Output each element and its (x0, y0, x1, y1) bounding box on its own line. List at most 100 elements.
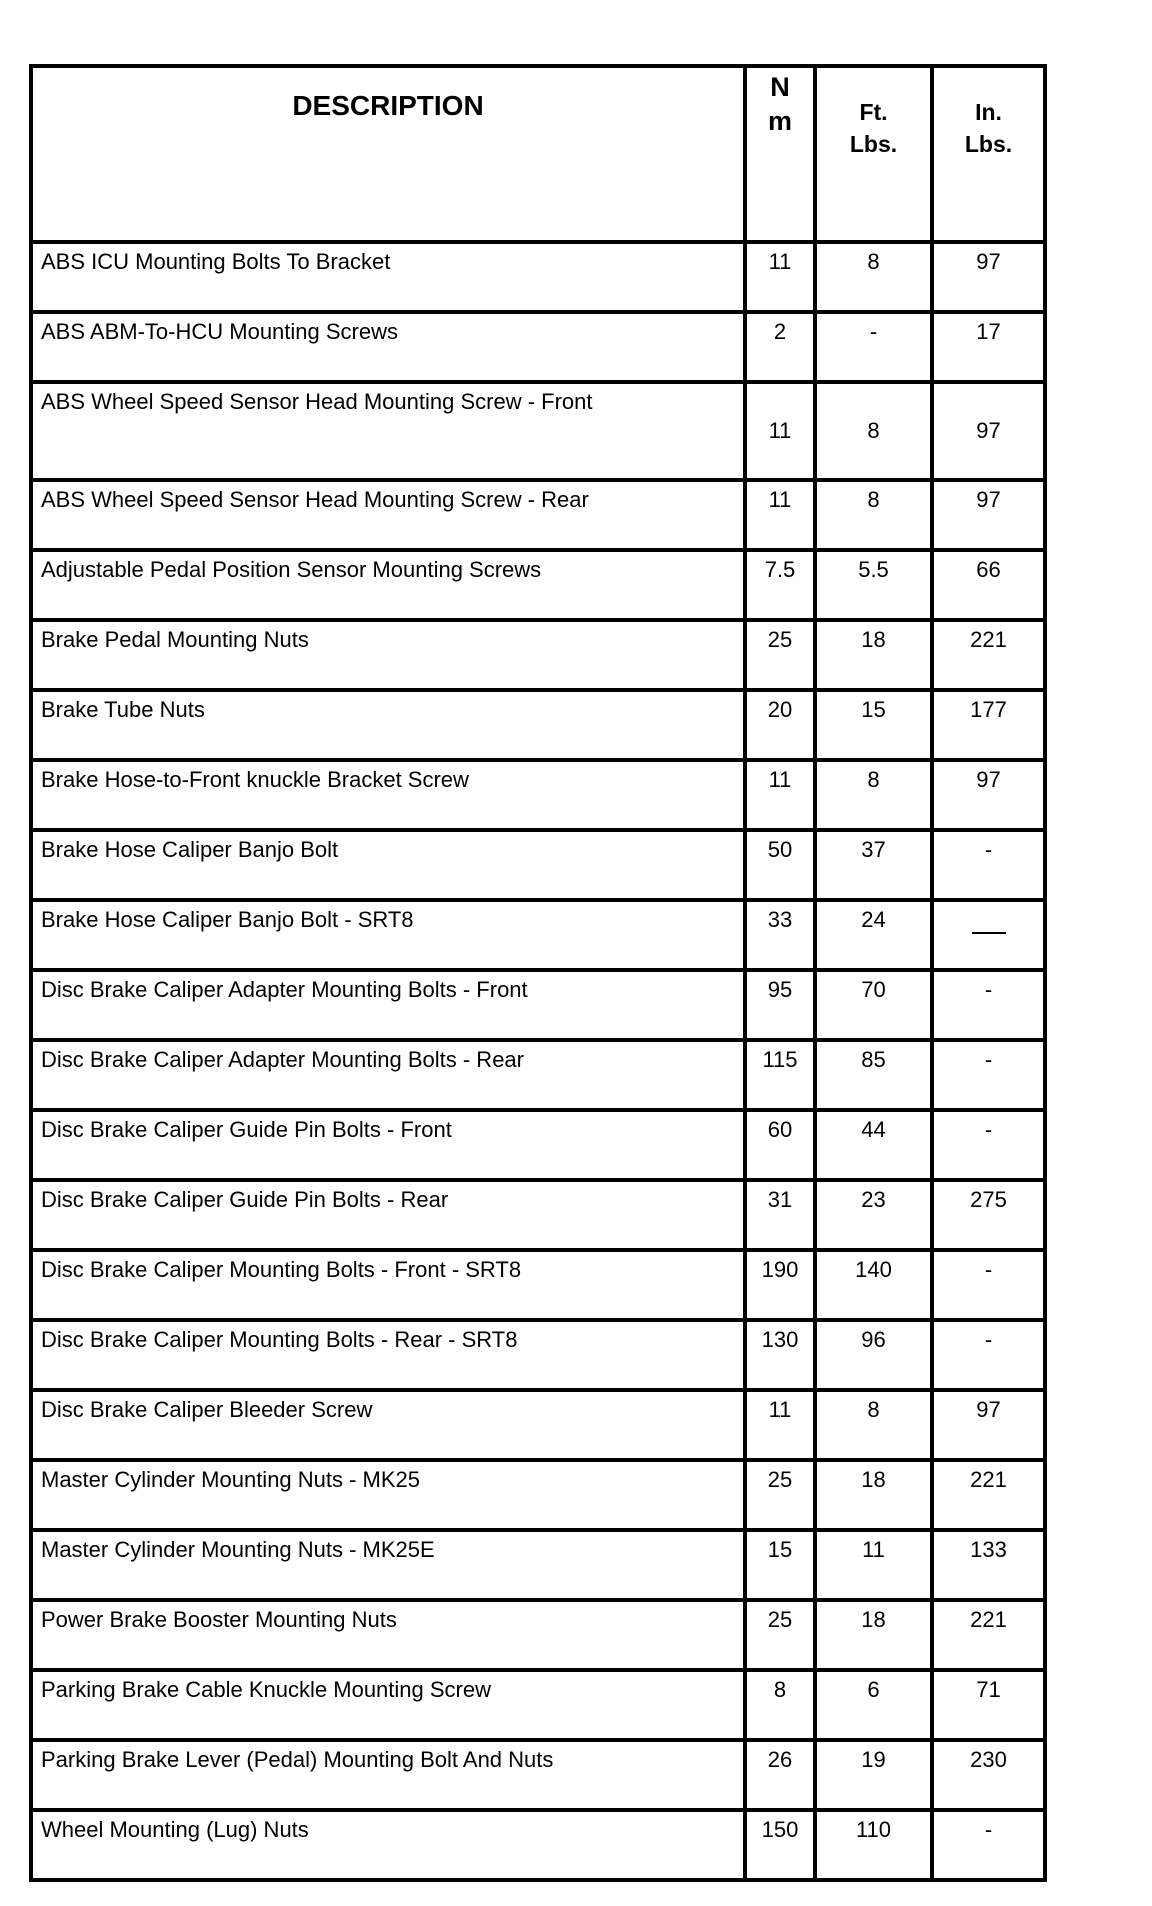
cell-in-lbs (930, 898, 1047, 972)
header-in-lbs-text: In. Lbs. (964, 99, 1013, 157)
cell-in-lbs: 71 (930, 1668, 1047, 1742)
table-row: ABS Wheel Speed Sensor Head Mounting Scr… (29, 478, 1047, 552)
cell-ft-lbs: 8 (813, 380, 934, 482)
table-row: Wheel Mounting (Lug) Nuts 150 110- (29, 1808, 1047, 1882)
cell-in-lbs: 177 (930, 688, 1047, 762)
cell-in-lbs: 221 (930, 1458, 1047, 1532)
cell-in-lbs: 97 (930, 758, 1047, 832)
cell-description: Brake Hose Caliper Banjo Bolt (29, 828, 747, 902)
table-row: Disc Brake Caliper Mounting Bolts - Rear… (29, 1318, 1047, 1392)
cell-ft-lbs: 24 (813, 898, 934, 972)
cell-in-lbs: - (930, 828, 1047, 902)
cell-nm: 2 (743, 310, 817, 384)
table-row: Brake Hose Caliper Banjo Bolt - SRT8 33 24 (29, 898, 1047, 972)
cell-in-lbs: 133 (930, 1528, 1047, 1602)
cell-nm: 26 (743, 1738, 817, 1812)
table-row: ABS Wheel Speed Sensor Head Mounting Scr… (29, 380, 1047, 482)
cell-in-lbs: - (930, 1248, 1047, 1322)
cell-description: Adjustable Pedal Position Sensor Mountin… (29, 548, 747, 622)
cell-nm: 130 (743, 1318, 817, 1392)
cell-in-lbs: 97 (930, 1388, 1047, 1462)
cell-nm: 8 (743, 1668, 817, 1742)
cell-ft-lbs: 19 (813, 1738, 934, 1812)
cell-ft-lbs: 44 (813, 1108, 934, 1182)
cell-nm: 11 (743, 380, 817, 482)
cell-ft-lbs: - (813, 310, 934, 384)
cell-ft-lbs: 8 (813, 758, 934, 832)
cell-ft-lbs: 18 (813, 1458, 934, 1532)
cell-in-lbs: 97 (930, 240, 1047, 314)
cell-description: ABS ICU Mounting Bolts To Bracket (29, 240, 747, 314)
cell-description: Brake Tube Nuts (29, 688, 747, 762)
cell-ft-lbs: 11 (813, 1528, 934, 1602)
header-ft-lbs-text: Ft. Lbs. (849, 99, 898, 157)
cell-ft-lbs: 70 (813, 968, 934, 1042)
cell-in-lbs: - (930, 1038, 1047, 1112)
cell-ft-lbs: 85 (813, 1038, 934, 1112)
table-row: Brake Tube Nuts 20 15 177 (29, 688, 1047, 762)
cell-ft-lbs: 15 (813, 688, 934, 762)
cell-nm: 11 (743, 240, 817, 314)
cell-description: Disc Brake Caliper Mounting Bolts - Fron… (29, 1248, 747, 1322)
cell-nm: 50 (743, 828, 817, 902)
cell-nm: 25 (743, 1458, 817, 1532)
cell-in-lbs: - (930, 968, 1047, 1042)
cell-description: Brake Pedal Mounting Nuts (29, 618, 747, 692)
cell-in-lbs: - (930, 1108, 1047, 1182)
cell-nm: 190 (743, 1248, 817, 1322)
cell-description: ABS ABM-To-HCU Mounting Screws (29, 310, 747, 384)
cell-description: Disc Brake Caliper Adapter Mounting Bolt… (29, 968, 747, 1042)
cell-in-lbs: 17 (930, 310, 1047, 384)
cell-ft-lbs: 23 (813, 1178, 934, 1252)
header-description: DESCRIPTION (29, 64, 747, 244)
cell-ft-lbs: 8 (813, 240, 934, 314)
cell-in-lbs: 221 (930, 618, 1047, 692)
cell-description: Parking Brake Cable Knuckle Mounting Scr… (29, 1668, 747, 1742)
cell-nm: 25 (743, 618, 817, 692)
table-row: Disc Brake Caliper Guide Pin Bolts - Fro… (29, 1108, 1047, 1182)
cell-description: Brake Hose Caliper Banjo Bolt - SRT8 (29, 898, 747, 972)
cell-nm: 33 (743, 898, 817, 972)
cell-ft-lbs: 18 (813, 618, 934, 692)
cell-nm: 7.5 (743, 548, 817, 622)
cell-nm: 95 (743, 968, 817, 1042)
cell-ft-lbs: 110 (813, 1808, 934, 1882)
cell-in-lbs: 230 (930, 1738, 1047, 1812)
cell-description: Master Cylinder Mounting Nuts - MK25 (29, 1458, 747, 1532)
cell-ft-lbs: 5.5 (813, 548, 934, 622)
cell-nm: 11 (743, 478, 817, 552)
cell-description: Parking Brake Lever (Pedal) Mounting Bol… (29, 1738, 747, 1812)
header-row: DESCRIPTION N m Ft. Lbs. In. Lbs. (29, 64, 1047, 244)
table-row: Master Cylinder Mounting Nuts - MK25E 15 1… (29, 1528, 1047, 1602)
cell-description: Brake Hose-to-Front knuckle Bracket Scre… (29, 758, 747, 832)
cell-nm: 115 (743, 1038, 817, 1112)
header-in-lbs: In. Lbs. (930, 64, 1047, 244)
cell-description: Disc Brake Caliper Mounting Bolts - Rear… (29, 1318, 747, 1392)
cell-ft-lbs: 6 (813, 1668, 934, 1742)
cell-ft-lbs: 8 (813, 478, 934, 552)
cell-in-lbs: 97 (930, 478, 1047, 552)
cell-nm: 150 (743, 1808, 817, 1882)
cell-nm: 31 (743, 1178, 817, 1252)
table-row: Disc Brake Caliper Mounting Bolts - Fron… (29, 1248, 1047, 1322)
cell-in-lbs: - (930, 1318, 1047, 1392)
cell-in-lbs: 221 (930, 1598, 1047, 1672)
cell-nm: 15 (743, 1528, 817, 1602)
table-row: Parking Brake Lever (Pedal) Mounting Bol… (29, 1738, 1047, 1812)
header-nm-text: N m (768, 72, 793, 136)
table-row: Disc Brake Caliper Bleeder Screw 11 8 97 (29, 1388, 1047, 1462)
cell-nm: 20 (743, 688, 817, 762)
cell-description: Disc Brake Caliper Guide Pin Bolts - Fro… (29, 1108, 747, 1182)
table-row: Disc Brake Caliper Adapter Mounting Bolt… (29, 1038, 1047, 1112)
table-row: Brake Hose Caliper Banjo Bolt 50 37- (29, 828, 1047, 902)
cell-ft-lbs: 96 (813, 1318, 934, 1392)
cell-nm: 11 (743, 1388, 817, 1462)
cell-in-lbs: - (930, 1808, 1047, 1882)
torque-spec-table: DESCRIPTION N m Ft. Lbs. In. Lbs. ABS IC… (29, 64, 1047, 1882)
cell-ft-lbs: 140 (813, 1248, 934, 1322)
cell-description: Disc Brake Caliper Bleeder Screw (29, 1388, 747, 1462)
header-ft-lbs: Ft. Lbs. (813, 64, 934, 244)
cell-in-lbs: 66 (930, 548, 1047, 622)
long-dash (971, 932, 1006, 934)
cell-ft-lbs: 18 (813, 1598, 934, 1672)
